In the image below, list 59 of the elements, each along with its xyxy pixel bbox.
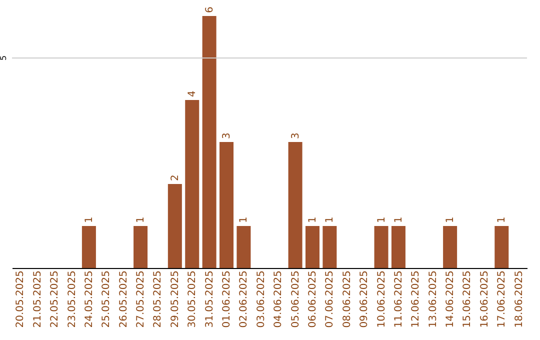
x-tick-label: 01.06.2025 [222, 270, 233, 328]
bar [168, 184, 182, 268]
bar [236, 226, 251, 268]
bar [185, 100, 200, 268]
x-tick-label: 15.06.2025 [462, 270, 474, 328]
x-tick-label: 27.05.2025 [136, 270, 147, 328]
data-label: 1 [307, 216, 318, 223]
bar [202, 16, 216, 268]
bar [494, 226, 509, 268]
x-tick-label: 21.05.2025 [32, 270, 44, 328]
data-label: 3 [290, 132, 302, 139]
x-tick-label: 06.06.2025 [307, 270, 318, 328]
x-tick-label: 13.06.2025 [428, 270, 439, 328]
x-tick-label: 30.05.2025 [187, 270, 198, 328]
bar [305, 226, 320, 268]
x-tick-label: 25.05.2025 [101, 270, 112, 328]
data-label: 1 [496, 216, 508, 223]
data-label: 1 [84, 216, 95, 223]
x-tick-label: 29.05.2025 [170, 270, 181, 328]
x-tick-label: 03.06.2025 [256, 270, 267, 328]
x-tick-label: 08.06.2025 [342, 270, 353, 328]
bar [322, 226, 337, 268]
x-tick-label: 20.05.2025 [15, 270, 26, 328]
x-tick-label: 31.05.2025 [204, 270, 216, 328]
x-tick-label: 22.05.2025 [50, 270, 61, 328]
x-tick-label: 24.05.2025 [84, 270, 95, 328]
bar [82, 226, 96, 268]
x-tick-label: 05.06.2025 [290, 270, 302, 328]
data-label: 3 [222, 132, 233, 139]
data-label: 1 [238, 216, 250, 223]
bar [288, 142, 302, 268]
x-tick-label: 11.06.2025 [393, 270, 404, 328]
x-tick-label: 18.06.2025 [514, 270, 525, 328]
data-label: 1 [393, 216, 404, 223]
bar [374, 226, 388, 268]
x-tick-label: 17.06.2025 [496, 270, 508, 328]
x-tick-label: 26.05.2025 [118, 270, 130, 328]
data-label: 4 [187, 90, 198, 97]
bar [220, 142, 234, 268]
x-tick-label: 02.06.2025 [238, 270, 250, 328]
x-tick-label: 10.06.2025 [376, 270, 388, 328]
x-tick-label: 14.06.2025 [445, 270, 456, 328]
x-tick-label: 04.06.2025 [273, 270, 284, 328]
bar [443, 226, 458, 268]
bar [134, 226, 148, 268]
data-label: 6 [204, 6, 216, 13]
data-label: 1 [445, 216, 456, 223]
x-tick-label: 28.05.2025 [152, 270, 164, 328]
bar [391, 226, 406, 268]
data-label: 2 [170, 174, 181, 181]
ref-line-label: 5 [0, 55, 8, 61]
x-tick-label: 23.05.2025 [66, 270, 78, 328]
x-tick-label: 09.06.2025 [359, 270, 370, 328]
data-label: 1 [376, 216, 388, 223]
x-tick-label: 12.06.2025 [410, 270, 422, 328]
x-tick-label: 16.06.2025 [479, 270, 490, 328]
x-tick-label: 07.06.2025 [324, 270, 336, 328]
data-label: 1 [136, 216, 147, 223]
data-label: 1 [324, 216, 336, 223]
